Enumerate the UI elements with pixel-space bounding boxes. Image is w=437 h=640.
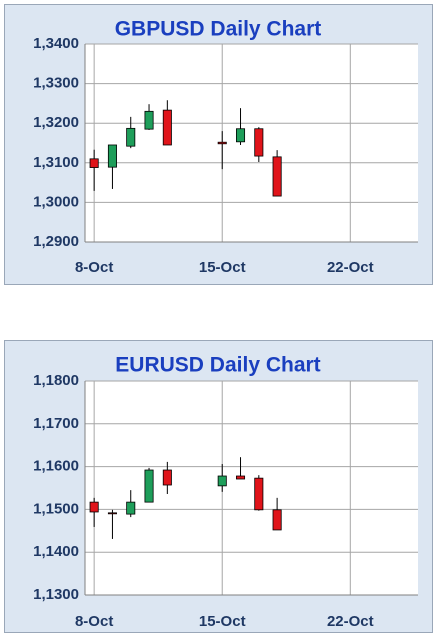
x-tick-label: 8-Oct (75, 613, 113, 630)
chart-title: GBPUSD Daily Chart (115, 18, 322, 41)
candle-body (126, 501, 136, 515)
y-tick-label: 1,3300 (33, 75, 79, 92)
x-tick-label: 15-Oct (199, 613, 246, 630)
y-tick-label: 1,1700 (33, 415, 79, 432)
x-tick-label: 15-Oct (199, 259, 246, 276)
candle-body (89, 158, 99, 168)
y-tick-label: 1,1300 (33, 586, 79, 603)
y-tick-label: 1,3200 (33, 114, 79, 131)
candle-body (162, 109, 172, 146)
candle-body (162, 469, 172, 486)
candle-body (217, 141, 227, 145)
y-tick-label: 1,1500 (33, 500, 79, 517)
candle-body (144, 469, 154, 503)
candle-body (254, 477, 264, 511)
candle-body (217, 475, 227, 487)
candle-body (236, 475, 246, 480)
plot-area (85, 44, 418, 242)
chart-title: EURUSD Daily Chart (115, 354, 320, 377)
y-tick-label: 1,1800 (33, 372, 79, 389)
y-tick-label: 1,1400 (33, 543, 79, 560)
candle-body (272, 156, 282, 197)
plot-area (85, 381, 418, 595)
y-tick-label: 1,3400 (33, 35, 79, 52)
candle-body (236, 128, 246, 143)
x-tick-label: 8-Oct (75, 259, 113, 276)
candle-body (272, 509, 282, 531)
x-tick-label: 22-Oct (327, 259, 374, 276)
candle-body (89, 501, 99, 513)
candle-body (254, 128, 264, 157)
y-tick-label: 1,3000 (33, 193, 79, 210)
y-tick-label: 1,2900 (33, 233, 79, 250)
candle-body (126, 127, 136, 147)
y-tick-label: 1,1600 (33, 458, 79, 475)
candle-body (144, 110, 154, 130)
y-tick-label: 1,3100 (33, 154, 79, 171)
candle-body (107, 144, 117, 168)
x-tick-label: 22-Oct (327, 613, 374, 630)
candle-body (107, 512, 117, 515)
